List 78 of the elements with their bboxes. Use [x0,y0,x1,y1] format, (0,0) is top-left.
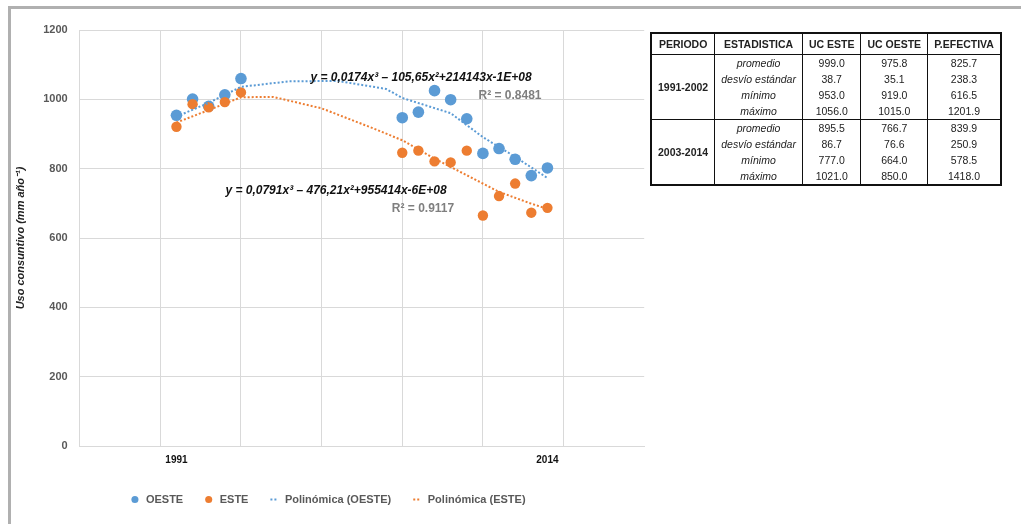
point [509,153,521,166]
text: 76.6 [884,138,905,150]
point [396,111,409,124]
text: 238.3 [950,73,978,85]
category-label: desvío estándar [721,73,796,85]
text: 777.0 [818,154,845,166]
y-axis-title: Uso consuntivo (mm año⁻¹) [13,166,26,310]
category-label: P.EFECTIVA [927,33,1001,55]
text: 1201.9 [947,105,981,117]
y-tick-label: 800 [49,161,68,174]
text: 1021.0 [815,170,848,182]
y-tick-label: 0 [61,439,68,452]
point [235,72,247,85]
category-label: promedio [736,122,781,134]
text: 825.7 [950,57,978,69]
y-tick-label: 600 [49,231,68,244]
point [509,178,521,189]
category-label: máximo [740,105,777,117]
category-label: ESTADISTICA [714,33,803,55]
point [461,145,472,156]
text: 839.9 [950,122,978,134]
y-tick-label: 1000 [43,92,68,105]
point [542,202,553,214]
category-label: UC OESTE [860,33,928,55]
x-tick-label: 1991 [165,453,189,465]
point [493,142,505,155]
category-label: desvío estándar [721,138,796,150]
y-tick-label: 1200 [43,23,68,36]
annotation: y = 0,0791x³ – 476,21x²+955414x-6E+08 [224,183,447,198]
point [477,210,489,221]
point [460,112,473,125]
text: 616.5 [950,89,978,101]
point [493,190,505,202]
legend-label: Polinómica (ESTE) [427,492,526,505]
text: 1418.0 [947,170,981,182]
point [477,147,489,160]
category-label: 1991-2002 [658,81,709,93]
annotation: R² = 0.8481 [478,88,542,103]
legend-label: Polinómica (OESTE) [284,492,392,505]
text: 999.0 [818,57,845,69]
text: 578.5 [950,154,978,166]
annotation: R² = 0.9117 [391,201,455,216]
point [444,93,457,106]
y-tick-label: 200 [49,369,68,382]
point [397,147,408,158]
legend-label: OESTE [145,492,184,505]
point [541,162,554,174]
point [428,84,441,97]
category-label: UC ESTE [802,33,861,55]
text: 1056.0 [815,105,848,117]
category-label: promedio [736,57,781,69]
text: 850.0 [881,170,908,182]
text: 895.5 [818,122,845,134]
point [171,121,182,132]
y-tick-label: 400 [49,300,68,313]
point [187,98,198,110]
text: 1015.0 [878,105,911,117]
x-tick-label: 2014 [536,453,559,465]
category-label: 2003-2014 [658,146,709,158]
annotation: y = 0,0174x³ – 105,65x²+214143x-1E+08 [309,70,532,85]
text: 766.7 [881,122,908,134]
legend-label: ESTE [219,492,249,505]
text: 38.7 [821,73,842,85]
category-label: mínimo [741,154,776,166]
text: 35.1 [884,73,905,85]
category-label: máximo [740,170,777,182]
point [412,106,425,118]
text: 86.7 [821,138,842,150]
point [170,109,183,122]
point [525,169,538,182]
category-label: mínimo [741,89,776,101]
text: 975.8 [881,57,908,69]
category-label: PERIODO [651,33,715,55]
text: 250.9 [950,138,978,150]
text: 953.0 [818,89,845,101]
text: 664.0 [881,154,908,166]
point [526,207,537,218]
text: 919.0 [881,89,908,101]
